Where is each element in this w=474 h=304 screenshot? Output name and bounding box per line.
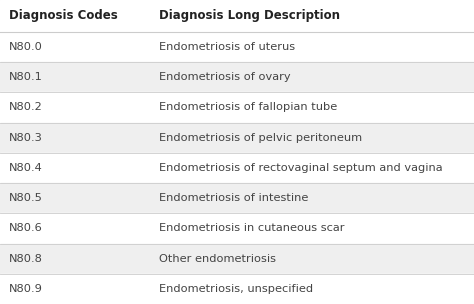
Text: N80.0: N80.0 [9, 42, 42, 52]
Text: Endometriosis of pelvic peritoneum: Endometriosis of pelvic peritoneum [159, 133, 362, 143]
Text: Endometriosis, unspecified: Endometriosis, unspecified [159, 284, 313, 294]
Text: N80.8: N80.8 [9, 254, 42, 264]
Text: Endometriosis in cutaneous scar: Endometriosis in cutaneous scar [159, 223, 344, 233]
Text: Endometriosis of intestine: Endometriosis of intestine [159, 193, 308, 203]
Text: Diagnosis Codes: Diagnosis Codes [9, 9, 117, 22]
Bar [0, 153, 474, 183]
Text: Other endometriosis: Other endometriosis [159, 254, 276, 264]
Text: N80.2: N80.2 [9, 102, 42, 112]
Bar [0, 274, 474, 304]
Text: Endometriosis of fallopian tube: Endometriosis of fallopian tube [159, 102, 337, 112]
Text: Endometriosis of uterus: Endometriosis of uterus [159, 42, 295, 52]
Text: Endometriosis of ovary: Endometriosis of ovary [159, 72, 291, 82]
Text: Endometriosis of rectovaginal septum and vagina: Endometriosis of rectovaginal septum and… [159, 163, 442, 173]
Text: N80.1: N80.1 [9, 72, 42, 82]
Bar [0, 62, 474, 92]
Text: N80.9: N80.9 [9, 284, 42, 294]
Text: N80.6: N80.6 [9, 223, 42, 233]
Text: Diagnosis Long Description: Diagnosis Long Description [159, 9, 340, 22]
Text: N80.5: N80.5 [9, 193, 42, 203]
Bar [0, 213, 474, 244]
Text: N80.3: N80.3 [9, 133, 42, 143]
Bar [0, 123, 474, 153]
Bar [0, 244, 474, 274]
Bar [0, 183, 474, 213]
Bar [0, 92, 474, 123]
Text: N80.4: N80.4 [9, 163, 42, 173]
Bar [0, 32, 474, 62]
Bar [0, 0, 474, 32]
